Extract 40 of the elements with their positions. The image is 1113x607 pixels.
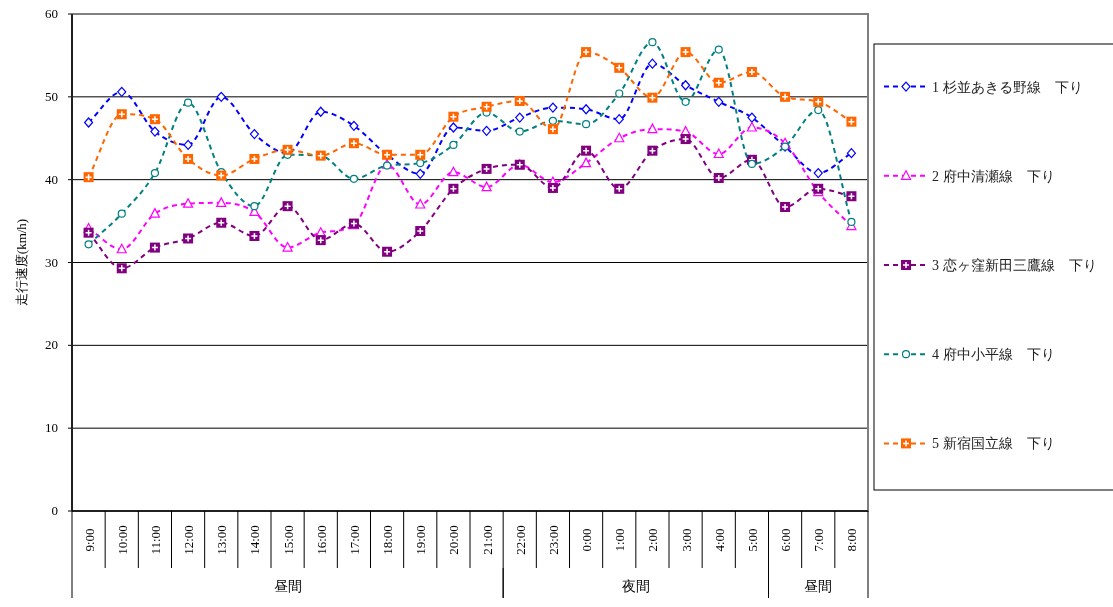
x-tick-label: 6:00 (778, 528, 794, 552)
text: 昼間 (804, 579, 833, 594)
x-tick-label: 16:00 (313, 525, 329, 555)
x-tick-label: 10:00 (114, 525, 130, 555)
x-tick-label: 14:00 (247, 525, 263, 555)
x-tick-label: 7:00 (811, 528, 827, 552)
x-tick-label: 18:00 (380, 525, 396, 555)
x-tick-label: 3:00 (678, 528, 694, 552)
y-tick-label: 20 (45, 337, 58, 353)
y-tick-label: 0 (51, 503, 58, 518)
legend-label: 1 杉並あきる野線 下り (932, 79, 1083, 95)
x-tick-label: 15:00 (280, 525, 296, 555)
legend-label: 3 恋ヶ窪新田三鷹線 下り (932, 258, 1097, 273)
x-tick-label: 22:00 (512, 525, 528, 555)
x-tick-label: 21:00 (479, 525, 495, 555)
x-tick-label: 12:00 (181, 525, 197, 555)
x-tick-label: 1:00 (612, 528, 628, 552)
x-tick-label: 13:00 (214, 525, 230, 555)
x-tick-label: 0:00 (579, 528, 595, 552)
y-tick-label: 10 (45, 420, 58, 436)
x-tick-label: 5:00 (744, 528, 760, 552)
x-tick-label: 2:00 (645, 528, 661, 552)
y-tick-label: 40 (45, 171, 58, 187)
legend-label: 4 府中小平線 下り (932, 347, 1055, 363)
x-tick-label: 17:00 (346, 525, 362, 555)
x-tick-label: 19:00 (413, 525, 429, 555)
x-tick-label: 4:00 (711, 528, 727, 552)
text: 夜間 (621, 579, 650, 594)
x-tick-label: 20:00 (446, 525, 462, 555)
x-tick-label: 11:00 (147, 525, 163, 555)
y-tick-label: 60 (45, 6, 58, 21)
y-tick-label: 50 (45, 88, 58, 104)
y-axis-title: 走行速度(km/h) (14, 218, 29, 307)
legend-label: 5 新宿国立線 下り (932, 436, 1055, 452)
x-tick-label: 23:00 (545, 525, 561, 555)
text: 昼間 (273, 579, 302, 594)
y-tick-label: 30 (45, 254, 58, 270)
x-tick-label: 8:00 (844, 528, 860, 552)
legend-label: 2 府中清瀬線 下り (932, 168, 1055, 184)
x-tick-label: 9:00 (81, 528, 97, 552)
